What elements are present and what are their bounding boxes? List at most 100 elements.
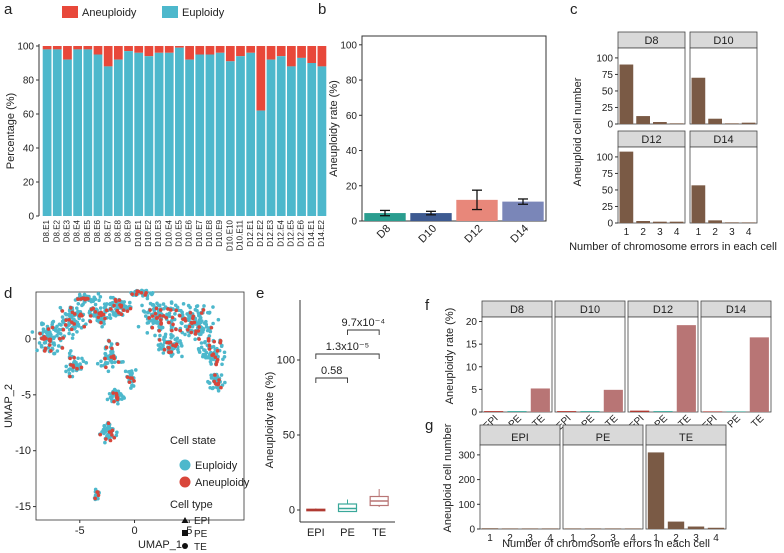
aneuploidy-point xyxy=(115,342,120,346)
x-tick-label: 2 xyxy=(507,533,513,544)
x-tick-label: D10.E7 xyxy=(195,219,204,246)
euploidy-bar xyxy=(185,59,194,216)
bar-d12 xyxy=(456,199,498,221)
euploidy-point xyxy=(93,302,98,307)
euploidy-point xyxy=(173,337,178,342)
x-tick-label: D8.E7 xyxy=(103,219,112,242)
aneuploidy-point xyxy=(70,310,75,315)
euploidy-point xyxy=(98,295,103,299)
aneuploidy-point xyxy=(85,296,90,301)
euploidy-point xyxy=(197,350,202,354)
x-tick-label: D10.E3 xyxy=(154,219,163,246)
euploidy-point xyxy=(196,347,201,351)
euploidy-point xyxy=(55,349,60,353)
aneuploidy-point xyxy=(127,380,132,385)
aneuploidy-point xyxy=(104,365,108,370)
y-tick-label: 60 xyxy=(346,111,358,122)
aneuploidy-point xyxy=(177,313,182,318)
aneuploidy-point xyxy=(64,318,68,322)
euploidy-point xyxy=(75,329,79,334)
euploidy-point xyxy=(208,359,213,364)
bar xyxy=(636,221,650,223)
euploidy-point xyxy=(202,348,206,352)
euploidy-point xyxy=(220,362,224,367)
euploidy-bar xyxy=(307,63,317,216)
legend-label-aneuploidy: Aneuploidy xyxy=(195,477,250,489)
euploidy-point xyxy=(61,320,66,324)
euploidy-point xyxy=(55,324,59,329)
panel-letter-b: b xyxy=(318,1,326,18)
euploidy-point xyxy=(179,308,183,313)
aneuploidy-point xyxy=(218,340,223,345)
aneuploidy-point xyxy=(112,435,117,440)
bar xyxy=(703,411,723,412)
euploidy-point xyxy=(111,311,116,315)
y-tick-label: -10 xyxy=(15,445,31,457)
aneuploidy-point xyxy=(153,311,158,316)
aneuploidy-point xyxy=(69,327,74,332)
bar xyxy=(647,452,665,529)
euploidy-bar xyxy=(297,57,306,217)
y-tick-label: 40 xyxy=(346,146,358,157)
euploidy-point xyxy=(81,318,85,323)
bar xyxy=(624,528,642,529)
x-tick-label: D8.E2 xyxy=(52,219,61,242)
y-tick-label: 50 xyxy=(602,86,614,97)
bar xyxy=(676,325,696,412)
bar xyxy=(580,411,600,412)
y-tick-label: 100 xyxy=(596,152,613,163)
aneuploidy-point xyxy=(188,310,193,315)
euploidy-point xyxy=(104,427,109,431)
bar xyxy=(669,123,684,124)
aneuploidy-point xyxy=(99,320,103,325)
x-tick-label: D14.E1 xyxy=(307,219,316,246)
aneuploidy-point xyxy=(68,356,72,361)
euploidy-bar xyxy=(256,110,266,216)
x-tick-label: D8.E6 xyxy=(93,219,102,242)
euploidy-point xyxy=(77,316,82,321)
euploidy-point xyxy=(170,318,174,323)
aneuploidy-point xyxy=(215,349,220,353)
euploidy-point xyxy=(216,386,220,390)
aneuploidy-bar xyxy=(113,46,123,60)
euploidy-bar xyxy=(134,52,144,216)
euploidy-point xyxy=(121,360,125,364)
aneuploidy-point xyxy=(82,324,87,329)
y-tick-label: 10 xyxy=(466,362,478,373)
aneuploidy-point xyxy=(119,312,124,317)
aneuploidy-bar xyxy=(266,46,276,60)
euploidy-bar xyxy=(42,49,52,217)
euploidy-point xyxy=(41,327,46,332)
aneuploidy-bar xyxy=(73,46,83,50)
aneuploidy-bar xyxy=(154,46,164,53)
euploidy-point xyxy=(64,312,69,317)
aneuploidy-bar xyxy=(195,46,205,55)
y-tick-label: 0 xyxy=(607,120,613,131)
euploidy-point xyxy=(76,356,80,361)
x-tick-label: D10 xyxy=(416,223,439,246)
euploidy-point xyxy=(173,312,177,316)
aneuploidy-point xyxy=(196,329,201,333)
euploidy-bar xyxy=(195,54,205,216)
y-axis-title: Aneuploidy rate (%) xyxy=(444,308,456,405)
aneuploidy-point xyxy=(192,320,197,325)
x-tick-label: D10.E11 xyxy=(236,219,245,250)
legend-label-aneuploidy: Aneuploidy xyxy=(82,7,137,19)
aneuploidy-point xyxy=(171,322,175,327)
euploidy-bar xyxy=(164,52,174,216)
y-tick-label: 0 xyxy=(471,408,477,419)
euploidy-point xyxy=(123,369,128,374)
x-axis-title: UMAP_1 xyxy=(138,539,182,551)
y-tick-label: 80 xyxy=(23,76,35,87)
x-tick-label: D8.E1 xyxy=(42,219,51,242)
aneuploidy-bar xyxy=(317,46,327,67)
euploidy-point xyxy=(171,334,175,338)
euploidy-point xyxy=(105,397,110,402)
aneuploidy-bar xyxy=(52,46,62,50)
aneuploidy-point xyxy=(165,340,169,345)
aneuploidy-point xyxy=(91,306,96,311)
y-tick-label: 100 xyxy=(17,42,34,53)
euploidy-point xyxy=(130,383,134,388)
facet-label: D14 xyxy=(726,304,746,316)
